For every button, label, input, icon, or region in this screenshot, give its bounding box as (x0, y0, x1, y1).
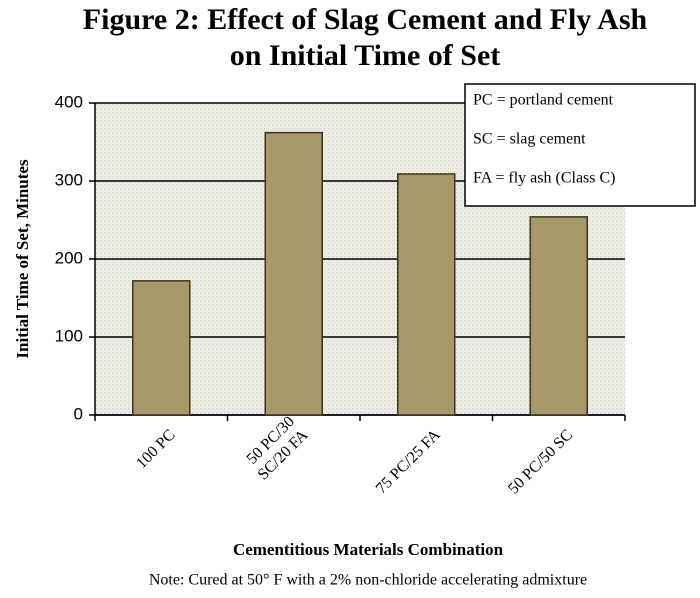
legend-note: PC = portland cement (473, 92, 614, 109)
y-tick-label: 100 (55, 326, 83, 345)
legend-note: FA = fly ash (Class C) (473, 170, 616, 187)
bar (397, 173, 456, 416)
y-tick-label: 400 (55, 92, 83, 111)
y-tick-label: 300 (55, 170, 83, 189)
bar (132, 280, 191, 416)
legend-box (464, 83, 696, 207)
bar (264, 131, 323, 416)
x-tick-label: 75 PC/25 FA (373, 426, 444, 497)
y-tick-label: 0 (74, 404, 83, 423)
x-tick-label: 50 PC/30SC/20 FA (241, 413, 312, 484)
chart-title: Figure 2: Effect of Slag Cement and Fly … (83, 3, 648, 72)
y-axis-label: Initial Time of Set, Minutes (13, 159, 32, 359)
y-tick-label: 200 (55, 248, 83, 267)
bar (529, 216, 588, 416)
x-axis-label: Cementitious Materials Combination (233, 540, 504, 559)
x-tick-label: 100 PC (133, 426, 179, 472)
note: Note: Cured at 50° F with a 2% non-chlor… (149, 572, 587, 589)
legend-note: SC = slag cement (473, 131, 586, 148)
x-tick-label: 50 PC/50 SC (505, 426, 576, 497)
